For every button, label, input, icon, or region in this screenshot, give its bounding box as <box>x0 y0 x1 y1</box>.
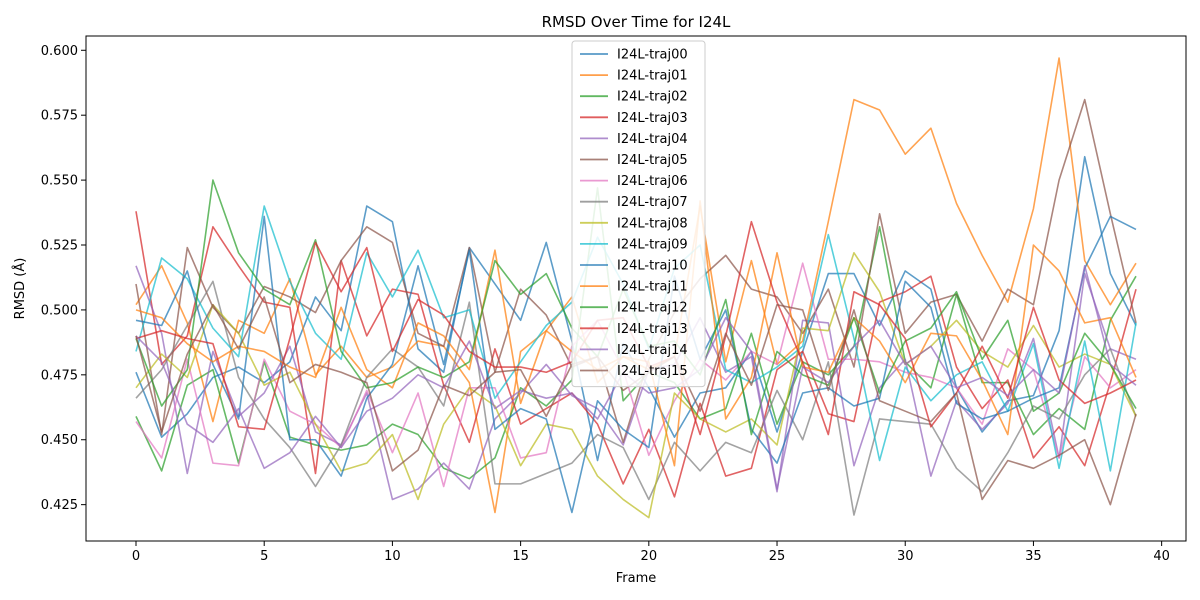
x-tick-label: 15 <box>512 549 529 564</box>
legend-entry-label: I24L-traj01 <box>617 69 688 84</box>
y-tick-label: 0.575 <box>41 109 78 124</box>
legend-entry-label: I24L-traj08 <box>617 216 688 231</box>
y-tick-label: 0.525 <box>41 239 78 254</box>
legend-entry-label: I24L-traj09 <box>617 237 688 252</box>
chart-title: RMSD Over Time for I24L <box>542 13 731 31</box>
legend-entry-label: I24L-traj03 <box>617 111 688 126</box>
series-line-I24L-traj06 <box>135 262 1137 488</box>
series-line-I24L-traj04 <box>135 265 1137 501</box>
series-line-I24L-traj08 <box>135 252 1137 519</box>
x-tick-label: 35 <box>1025 549 1042 564</box>
legend-entry-label: I24L-traj11 <box>617 280 688 295</box>
series-line-I24L-traj10 <box>135 215 1137 514</box>
legend-entry-label: I24L-traj13 <box>617 322 688 337</box>
series-line-I24L-traj05 <box>135 98 1137 444</box>
legend-entry-label: I24L-traj15 <box>617 364 688 379</box>
legend: I24L-traj00 I24L-traj01 I24L-traj02 I24L-tr… <box>571 40 706 388</box>
legend-entry-label: I24L-traj04 <box>617 132 688 147</box>
legend-entry-label: I24L-traj10 <box>617 259 688 274</box>
y-tick-label: 0.425 <box>41 498 78 513</box>
legend-entry-label: I24L-traj07 <box>617 195 688 210</box>
plot-frame <box>85 35 1187 542</box>
legend-box <box>571 40 706 388</box>
legend-entry-label: I24L-traj12 <box>617 301 688 316</box>
y-tick-label: 0.550 <box>41 174 78 189</box>
y-tick-label: 0.475 <box>41 368 78 383</box>
x-tick-label: 5 <box>260 549 268 564</box>
y-axis-label: RMSD (Å) <box>12 258 28 320</box>
series-line-I24L-traj07 <box>135 280 1137 516</box>
x-tick-label: 25 <box>769 549 786 564</box>
legend-entry-label: I24L-traj06 <box>617 174 688 189</box>
legend-entry-label: I24L-traj00 <box>617 48 688 63</box>
x-axis: 0 5 10 15 20 25 30 35 40 <box>132 541 1170 564</box>
y-tick-label: 0.450 <box>41 433 78 448</box>
x-axis-label: Frame <box>616 571 657 586</box>
x-tick-label: 10 <box>384 549 401 564</box>
x-tick-label: 20 <box>641 549 658 564</box>
x-tick-label: 0 <box>132 549 140 564</box>
legend-entry-label: I24L-traj14 <box>617 343 688 358</box>
y-tick-label: 0.600 <box>41 44 78 59</box>
legend-entry-label: I24L-traj02 <box>617 90 688 105</box>
y-axis: 0.425 0.450 0.475 0.500 0.525 0.550 0.575 0.600 <box>41 44 86 513</box>
legend-entry-label: I24L-traj05 <box>617 153 688 168</box>
x-tick-label: 30 <box>897 549 914 564</box>
x-tick-label: 40 <box>1153 549 1170 564</box>
y-tick-label: 0.500 <box>41 303 78 318</box>
